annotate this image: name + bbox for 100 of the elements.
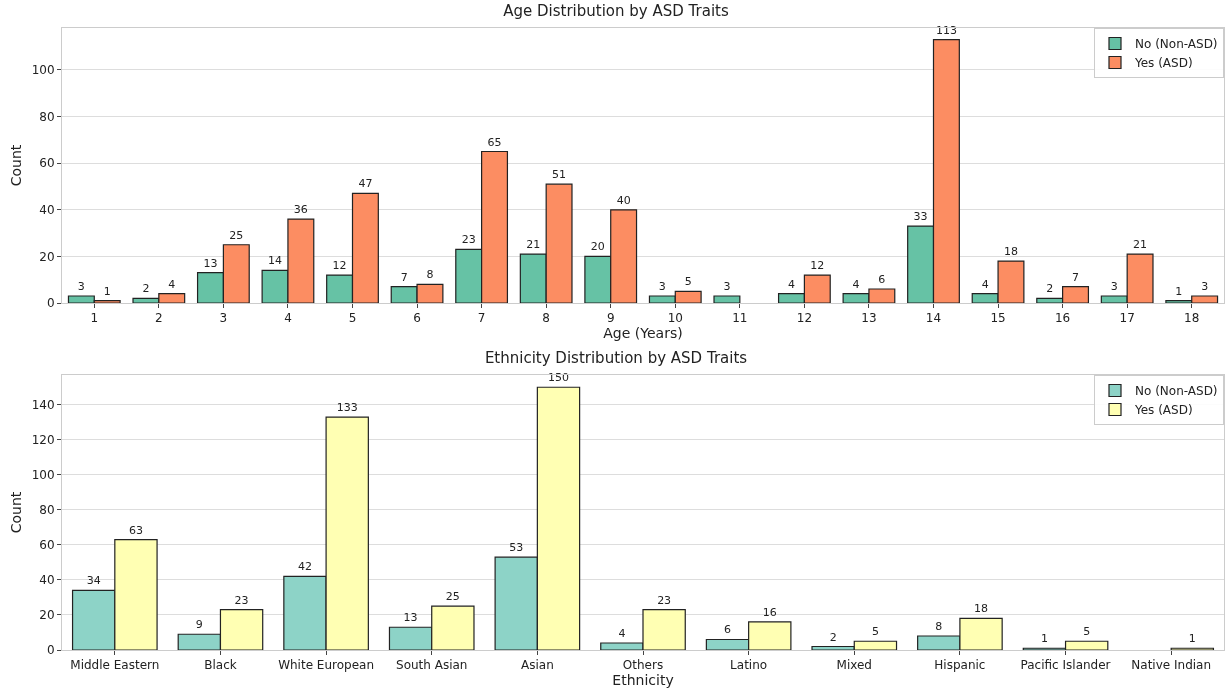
x-tick-label: 9 bbox=[606, 311, 615, 326]
data-label: 1 bbox=[103, 284, 111, 298]
x-tick-label: 8 bbox=[542, 311, 550, 326]
data-label: 2 bbox=[1046, 282, 1054, 296]
x-tick-label: Native Indian bbox=[1131, 658, 1212, 673]
y-tick-label: 60 bbox=[39, 538, 55, 553]
data-label: 20 bbox=[590, 240, 605, 254]
x-tick-label: 18 bbox=[1184, 311, 1200, 326]
data-label: 4 bbox=[852, 277, 860, 291]
y-tick-label: 80 bbox=[39, 109, 55, 124]
data-label: 13 bbox=[403, 611, 418, 625]
x-tick-label: Hispanic bbox=[934, 658, 986, 673]
x-tick-label: 12 bbox=[796, 311, 813, 326]
x-tick-label: 1 bbox=[90, 311, 99, 326]
x-tick-label: 17 bbox=[1119, 311, 1135, 326]
data-label: 5 bbox=[684, 275, 692, 289]
legend-label: Yes (ASD) bbox=[1134, 403, 1193, 418]
data-label: 25 bbox=[229, 228, 244, 242]
x-axis-title: Ethnicity bbox=[612, 672, 674, 689]
data-label: 2 bbox=[142, 282, 150, 296]
bar bbox=[713, 295, 741, 303]
data-label: 3 bbox=[658, 280, 666, 294]
x-tick-label: 4 bbox=[284, 311, 292, 326]
data-label: 34 bbox=[86, 574, 101, 588]
data-label: 3 bbox=[1110, 280, 1118, 294]
data-label: 3 bbox=[77, 280, 85, 294]
data-label: 23 bbox=[234, 593, 249, 607]
data-label: 7 bbox=[400, 270, 408, 284]
y-tick-label: 120 bbox=[31, 433, 55, 448]
x-tick-label: Others bbox=[622, 658, 664, 673]
y-tick-label: 60 bbox=[39, 156, 55, 171]
data-label: 5 bbox=[871, 625, 879, 639]
data-label: 18 bbox=[1003, 245, 1018, 259]
data-label: 63 bbox=[128, 523, 143, 537]
x-tick-label: 7 bbox=[477, 311, 486, 326]
data-label: 14 bbox=[268, 254, 283, 268]
x-tick-label: 15 bbox=[990, 311, 1006, 326]
data-label: 3 bbox=[1201, 280, 1209, 294]
data-label: 4 bbox=[787, 277, 795, 291]
data-label: 18 bbox=[974, 602, 989, 616]
data-label: 23 bbox=[657, 593, 672, 607]
data-label: 7 bbox=[1072, 270, 1080, 284]
y-tick-label: 0 bbox=[46, 643, 55, 658]
data-label: 9 bbox=[195, 618, 203, 632]
data-label: 3 bbox=[723, 280, 731, 294]
chart-title: Age Distribution by ASD Traits bbox=[503, 1, 729, 20]
data-label: 2 bbox=[829, 630, 837, 644]
y-tick-label: 40 bbox=[39, 573, 55, 588]
x-tick-label: 14 bbox=[925, 311, 942, 326]
x-tick-label: 5 bbox=[348, 311, 357, 326]
data-label: 13 bbox=[203, 256, 218, 270]
data-label: 21 bbox=[1133, 238, 1148, 252]
data-label: 40 bbox=[616, 193, 631, 207]
data-label: 51 bbox=[552, 168, 567, 182]
data-label: 4 bbox=[168, 277, 176, 291]
x-tick-label: Black bbox=[204, 658, 237, 673]
data-label: 21 bbox=[526, 238, 541, 252]
x-tick-label: Latino bbox=[730, 658, 768, 673]
data-label: 6 bbox=[878, 273, 886, 287]
x-tick-label: 6 bbox=[413, 311, 421, 326]
data-label: 4 bbox=[981, 277, 989, 291]
data-label: 8 bbox=[935, 619, 943, 633]
y-tick-label: 80 bbox=[39, 503, 55, 518]
x-tick-label: Pacific Islander bbox=[1020, 658, 1111, 673]
data-label: 25 bbox=[445, 590, 460, 604]
y-axis-title: Count bbox=[8, 144, 25, 187]
y-tick-label: 40 bbox=[39, 202, 55, 217]
x-axis-title: Age (Years) bbox=[603, 325, 683, 342]
legend-label: No (Non-ASD) bbox=[1135, 384, 1218, 399]
data-label: 47 bbox=[358, 177, 373, 191]
x-tick-label: 16 bbox=[1054, 311, 1071, 326]
y-tick-label: 140 bbox=[31, 397, 55, 412]
y-tick-label: 20 bbox=[39, 608, 55, 623]
data-label: 1 bbox=[1175, 284, 1183, 298]
data-label: 65 bbox=[487, 135, 502, 149]
data-label: 12 bbox=[332, 259, 347, 273]
chart-title: Ethnicity Distribution by ASD Traits bbox=[484, 348, 748, 367]
data-label: 42 bbox=[297, 560, 312, 574]
legend-label: Yes (ASD) bbox=[1134, 56, 1193, 71]
x-tick-label: South Asian bbox=[396, 658, 468, 673]
x-tick-label: 11 bbox=[732, 311, 748, 326]
data-label: 4 bbox=[618, 626, 626, 640]
data-label: 1 bbox=[1040, 632, 1048, 646]
x-tick-label: 10 bbox=[667, 311, 683, 326]
x-tick-label: 3 bbox=[219, 311, 228, 326]
y-tick-label: 20 bbox=[39, 249, 55, 264]
y-tick-label: 0 bbox=[46, 296, 55, 311]
data-label: 16 bbox=[762, 605, 777, 619]
x-tick-label: Middle Eastern bbox=[70, 658, 160, 673]
y-tick-label: 100 bbox=[31, 468, 55, 483]
data-label: 33 bbox=[913, 210, 928, 224]
data-label: 6 bbox=[724, 623, 732, 637]
x-tick-label: 2 bbox=[155, 311, 163, 326]
legend-label: No (Non-ASD) bbox=[1135, 37, 1218, 52]
y-axis-title: Count bbox=[8, 491, 25, 534]
data-label: 12 bbox=[810, 259, 825, 273]
data-label: 53 bbox=[509, 541, 524, 555]
data-label: 23 bbox=[461, 233, 476, 247]
x-tick-label: White European bbox=[278, 658, 375, 673]
x-tick-label: Mixed bbox=[836, 658, 872, 673]
